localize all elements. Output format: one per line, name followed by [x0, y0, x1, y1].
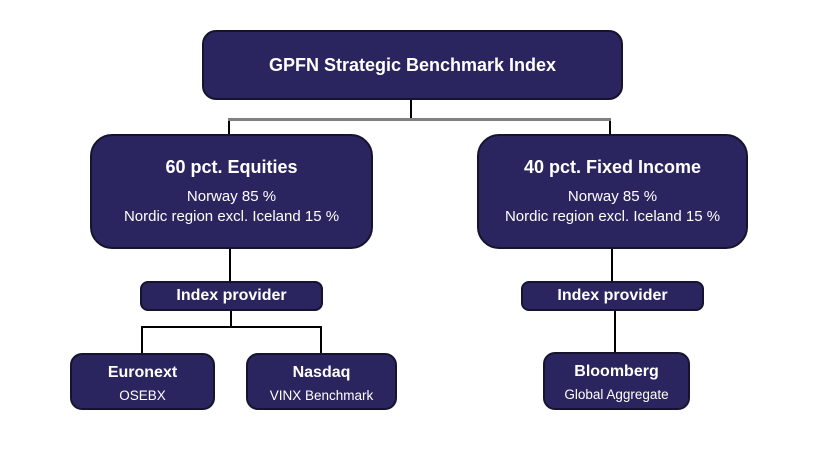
branch-node-fixed-income: 40 pct. Fixed Income Norway 85 % Nordic … [477, 134, 748, 249]
provider-node-nasdaq: Nasdaq VINX Benchmark [246, 353, 397, 410]
connector-drop-euronext [141, 328, 143, 353]
index-provider-label: Index provider [176, 287, 287, 304]
connector-fixed-income-provider [611, 249, 613, 281]
branch-title: 40 pct. Fixed Income [523, 157, 702, 177]
index-provider-node-equities: Index provider [140, 281, 323, 311]
provider-name: Euronext [107, 364, 178, 381]
allocation-line: Norway 85 % [186, 188, 277, 205]
provider-index-name: VINX Benchmark [269, 388, 374, 403]
provider-name: Bloomberg [574, 363, 659, 380]
allocation-line: Nordic region excl. Iceland 15 % [123, 208, 340, 226]
root-node-gpfn-benchmark: GPFN Strategic Benchmark Index [202, 30, 623, 100]
connector-provider-bloomberg [614, 311, 616, 352]
connector-root-stem [410, 100, 412, 120]
connector-drop-equities [228, 121, 230, 134]
branch-node-equities: 60 pct. Equities Norway 85 % Nordic regi… [90, 134, 373, 249]
allocation-line: Norway 85 % [567, 188, 658, 205]
provider-index-name: OSEBX [119, 388, 166, 403]
index-provider-node-fixed-income: Index provider [521, 281, 704, 311]
connector-drop-fixed-income [609, 121, 611, 134]
allocation-line: Nordic region excl. Iceland 15 % [504, 208, 721, 226]
connector-drop-nasdaq [320, 328, 322, 353]
connector-provider-left-spreader [141, 326, 322, 328]
provider-name: Nasdaq [292, 364, 351, 381]
provider-index-name: Global Aggregate [564, 387, 669, 402]
index-provider-label: Index provider [557, 287, 668, 304]
provider-node-bloomberg: Bloomberg Global Aggregate [543, 352, 690, 410]
connector-provider-left-stem [230, 311, 232, 328]
branch-title: 60 pct. Equities [165, 157, 298, 177]
connector-equities-provider [229, 249, 231, 281]
root-node-label: GPFN Strategic Benchmark Index [268, 54, 557, 75]
provider-node-euronext: Euronext OSEBX [70, 353, 215, 410]
connector-root-spreader [228, 118, 611, 121]
